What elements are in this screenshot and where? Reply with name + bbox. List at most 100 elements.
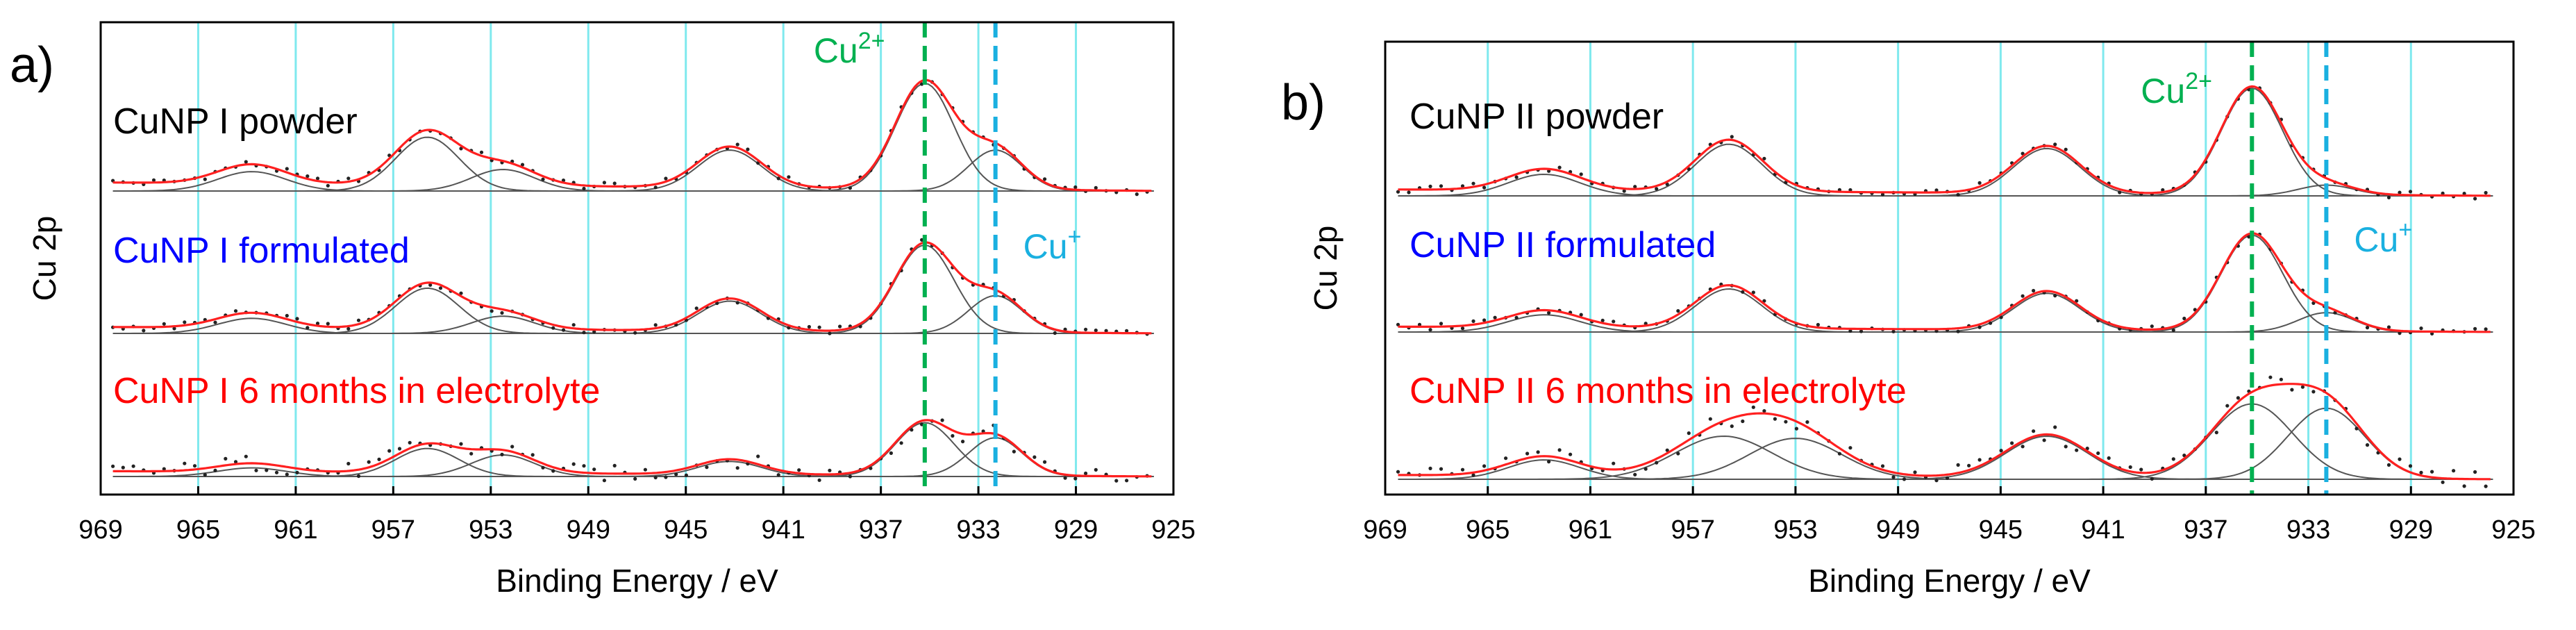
data-point — [285, 313, 289, 318]
data-point — [1536, 450, 1540, 454]
component-peak — [808, 422, 1042, 477]
data-point — [1655, 187, 1659, 191]
data-point — [1084, 471, 1088, 476]
data-point — [653, 185, 658, 190]
data-point — [1504, 456, 1508, 461]
data-point — [1999, 315, 2003, 320]
data-point — [1439, 467, 1444, 471]
data-point — [367, 460, 371, 464]
data-point — [479, 150, 484, 154]
x-axis-title: Binding Energy / eV — [496, 563, 778, 599]
x-tick-label: 937 — [859, 515, 903, 545]
data-point — [244, 454, 248, 458]
data-point — [2225, 404, 2230, 408]
data-point — [295, 317, 299, 321]
data-point — [571, 323, 576, 327]
data-point — [356, 474, 361, 479]
series-3: CuNP II 6 months in electrolyte — [1396, 371, 2493, 488]
data-point — [1482, 318, 1487, 322]
data-point — [1913, 470, 1917, 474]
component-peak — [300, 447, 553, 477]
data-point — [1094, 185, 1098, 190]
data-point — [1547, 460, 1551, 464]
data-point — [1762, 156, 1766, 160]
envelope-fit — [1398, 85, 2491, 197]
data-point — [1880, 464, 1885, 468]
data-point — [2075, 299, 2079, 303]
data-point — [2386, 463, 2391, 467]
data-point — [2150, 476, 2154, 481]
data-point — [2214, 431, 2218, 435]
data-point — [612, 181, 617, 185]
data-point — [172, 326, 176, 331]
data-point — [2419, 470, 2423, 475]
data-point — [1396, 322, 1400, 326]
series-label: CuNP II powder — [1410, 97, 1664, 137]
data-point — [1428, 466, 1432, 471]
data-point — [1053, 331, 1057, 335]
data-point — [1977, 325, 1982, 329]
data-point — [1032, 455, 1037, 459]
data-point — [2484, 327, 2488, 331]
data-point — [561, 328, 566, 332]
data-point — [1094, 329, 1098, 333]
data-point — [2462, 484, 2466, 488]
data-point — [1891, 329, 1896, 333]
data-point — [2182, 316, 2186, 321]
chart-panel-1: CuNP I powder CuNP I formulated CuNP I 6 m… — [10, 21, 1196, 599]
x-tick-label: 925 — [1151, 515, 1195, 545]
data-point — [1784, 420, 1788, 424]
data-point — [571, 462, 576, 466]
data-point — [346, 326, 351, 331]
data-point — [1471, 181, 1475, 185]
data-point — [1751, 290, 1755, 295]
data-point — [602, 479, 607, 483]
data-point — [1525, 451, 1530, 456]
data-point — [2171, 328, 2175, 332]
data-point — [2398, 457, 2402, 461]
panel-label: a) — [10, 38, 54, 93]
data-point — [1135, 192, 1139, 197]
component-peak — [300, 136, 553, 192]
data-point — [2462, 192, 2466, 196]
data-point — [1482, 185, 1487, 190]
data-point — [2021, 445, 2025, 449]
data-point — [817, 325, 821, 329]
marker-label: Cu2+ — [814, 28, 885, 70]
x-tick-label: 953 — [469, 515, 512, 545]
x-tick-label: 965 — [176, 515, 220, 545]
data-point — [1460, 467, 1465, 472]
data-point — [899, 441, 903, 445]
data-point — [1417, 322, 1422, 326]
envelope-fit — [112, 78, 1152, 192]
component-peak — [1400, 314, 1686, 333]
data-point — [1084, 327, 1088, 331]
data-point — [2161, 188, 2165, 192]
series-label: CuNP I powder — [113, 101, 358, 142]
data-point — [151, 178, 156, 182]
data-point — [1945, 476, 1950, 480]
data-point — [183, 320, 187, 324]
data-point — [510, 445, 515, 449]
series-label: CuNP II 6 months in electrolyte — [1410, 371, 1907, 411]
data-point — [1730, 424, 1734, 429]
data-point — [1848, 446, 1852, 450]
data-point — [377, 457, 381, 461]
data-point — [183, 461, 187, 465]
data-point — [1676, 451, 1680, 456]
data-point — [265, 468, 269, 472]
component-peak — [1913, 292, 2179, 333]
x-tick-label: 957 — [1671, 515, 1714, 545]
data-point — [889, 451, 893, 456]
y-axis-title: Cu 2p — [26, 216, 62, 301]
data-point — [2473, 197, 2477, 201]
data-point — [203, 177, 207, 181]
data-point — [2064, 445, 2068, 449]
data-point — [2441, 191, 2445, 195]
data-point — [643, 467, 648, 472]
data-point — [1989, 321, 1993, 325]
x-tick-label: 957 — [371, 515, 415, 545]
data-point — [1514, 175, 1519, 179]
data-point — [961, 440, 965, 444]
marker-label: Cu2+ — [2141, 68, 2212, 110]
